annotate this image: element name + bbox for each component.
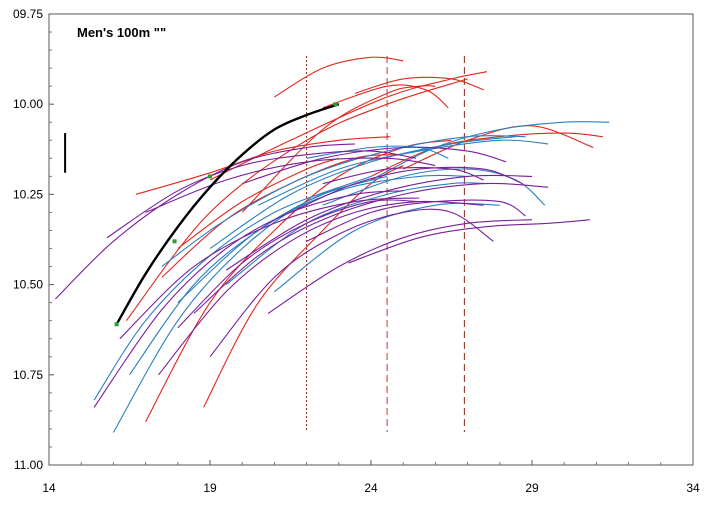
y-tick-label-6: 11.00	[14, 458, 43, 472]
series-line-2	[209, 71, 488, 181]
series-group	[55, 56, 610, 433]
highlight-marker-2	[172, 239, 177, 244]
series-line-22	[306, 145, 449, 159]
series-line-40	[177, 199, 420, 329]
series-line-1	[125, 78, 468, 322]
x-tick-label-3: 24	[364, 481, 378, 495]
series-line-9	[145, 139, 452, 422]
series-line-32	[225, 174, 533, 271]
series-line-31	[193, 182, 549, 314]
x-tick-label-1: 14	[42, 481, 56, 495]
series-line-29	[119, 197, 420, 340]
series-line-27	[93, 190, 404, 408]
highlight-marker-1	[114, 322, 119, 327]
chart-title: Men's 100m ""	[77, 25, 166, 40]
series-line-15	[112, 175, 372, 433]
series-line-7	[370, 132, 603, 177]
series-line-39	[209, 208, 494, 358]
series-line-5	[354, 76, 484, 94]
x-tick-label-5: 34	[686, 481, 700, 495]
series-line-30	[158, 200, 484, 376]
highlight-line	[115, 103, 340, 325]
series-line-11	[135, 136, 391, 195]
series-line-35	[348, 219, 591, 264]
x-axis: 14 19 24 29 34	[42, 460, 700, 495]
series-line-38	[290, 166, 523, 213]
series-line-28	[106, 150, 417, 239]
y-tick-label-4: 10.50	[13, 278, 43, 292]
series-line-41	[322, 166, 484, 185]
series-line-17	[161, 135, 526, 268]
series-line-4	[274, 56, 404, 98]
series-line-19	[258, 139, 549, 206]
highlight-marker-4	[333, 102, 338, 107]
series-line-26	[55, 143, 355, 300]
y-axis: 09.75 10.00 10.25 10.50 10.75 11.00	[13, 7, 54, 472]
highlight-marker-3	[208, 174, 212, 179]
series-line-16	[129, 175, 388, 376]
highlight-series	[114, 102, 340, 327]
y-tick-label-1: 09.75	[13, 7, 43, 21]
plot-frame	[48, 13, 694, 466]
x-tick-label-4: 29	[525, 481, 539, 495]
series-line-24	[225, 182, 487, 286]
y-tick-label-2: 10.00	[13, 97, 43, 111]
series-line-6	[322, 84, 449, 109]
y-tick-label-5: 10.75	[13, 368, 43, 382]
series-line-13	[177, 157, 339, 249]
series-line-34	[306, 199, 526, 242]
series-line-36	[145, 157, 436, 213]
y-tick-label-3: 10.25	[13, 187, 43, 201]
x-tick-label-2: 19	[203, 481, 217, 495]
series-line-37	[242, 146, 507, 185]
series-line-33	[267, 219, 533, 314]
series-line-18	[209, 136, 516, 249]
